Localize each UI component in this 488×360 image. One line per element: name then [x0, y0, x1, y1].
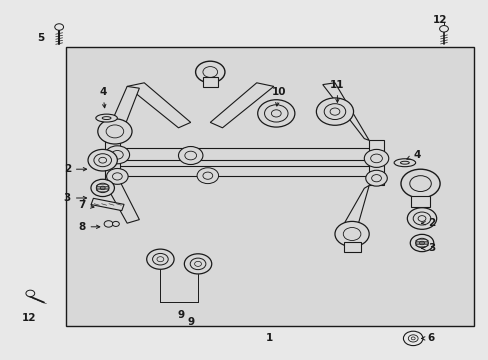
Text: 1: 1 [265, 333, 272, 343]
Ellipse shape [102, 117, 111, 120]
Polygon shape [105, 137, 120, 184]
Circle shape [190, 258, 205, 270]
Circle shape [271, 110, 281, 117]
Text: 10: 10 [271, 87, 285, 106]
Circle shape [88, 149, 117, 171]
Circle shape [412, 212, 430, 225]
Polygon shape [127, 83, 190, 128]
Circle shape [407, 208, 436, 229]
Bar [203, 77, 217, 87]
Circle shape [419, 241, 424, 245]
Circle shape [370, 154, 382, 163]
Circle shape [152, 253, 168, 265]
Circle shape [184, 254, 211, 274]
Circle shape [96, 183, 109, 193]
Text: 12: 12 [22, 313, 37, 323]
Circle shape [403, 331, 422, 346]
Text: 2: 2 [421, 218, 434, 228]
Text: 8: 8 [78, 222, 100, 232]
Circle shape [365, 170, 386, 186]
Polygon shape [342, 185, 368, 229]
Ellipse shape [393, 159, 415, 167]
Circle shape [111, 150, 123, 159]
Text: 9: 9 [177, 310, 184, 320]
Bar [91, 198, 124, 211]
Circle shape [417, 216, 425, 221]
Circle shape [409, 176, 430, 192]
Circle shape [439, 26, 447, 32]
Circle shape [334, 221, 368, 247]
Text: 7: 7 [78, 200, 94, 210]
Circle shape [146, 249, 174, 269]
Circle shape [184, 151, 196, 160]
Circle shape [99, 157, 106, 163]
Text: 4: 4 [99, 87, 106, 108]
Circle shape [409, 234, 433, 252]
Circle shape [364, 149, 388, 167]
Circle shape [410, 337, 414, 340]
Text: 3: 3 [421, 243, 434, 253]
Circle shape [407, 335, 417, 342]
Text: 4: 4 [406, 150, 420, 160]
Bar [410, 196, 429, 207]
Polygon shape [322, 83, 368, 140]
Ellipse shape [400, 161, 408, 164]
Circle shape [178, 147, 203, 165]
Circle shape [316, 98, 353, 125]
Circle shape [264, 105, 287, 122]
Polygon shape [107, 148, 381, 160]
Bar [343, 242, 360, 252]
Circle shape [55, 24, 63, 30]
Polygon shape [105, 86, 139, 139]
Circle shape [329, 108, 339, 115]
Circle shape [106, 168, 128, 184]
Circle shape [324, 104, 345, 120]
Circle shape [194, 261, 201, 266]
Text: 11: 11 [329, 80, 344, 102]
Circle shape [203, 67, 217, 77]
Text: 12: 12 [432, 15, 447, 25]
Circle shape [257, 100, 294, 127]
Polygon shape [210, 83, 273, 128]
Circle shape [112, 221, 119, 226]
Circle shape [112, 173, 122, 180]
Circle shape [400, 169, 439, 198]
Circle shape [415, 238, 427, 248]
Polygon shape [368, 140, 383, 185]
Circle shape [203, 172, 212, 179]
Circle shape [91, 179, 114, 197]
Text: 3: 3 [63, 193, 86, 203]
Circle shape [195, 61, 224, 83]
Circle shape [26, 290, 35, 297]
Polygon shape [117, 166, 371, 176]
Text: 5: 5 [37, 33, 44, 43]
Circle shape [100, 186, 105, 190]
Circle shape [98, 119, 132, 144]
Text: 2: 2 [63, 164, 86, 174]
Circle shape [105, 146, 129, 164]
Bar [66, 47, 473, 326]
Polygon shape [105, 181, 139, 223]
Circle shape [104, 221, 113, 227]
Circle shape [106, 125, 123, 138]
Circle shape [94, 154, 111, 167]
Text: 6: 6 [421, 333, 434, 343]
Circle shape [343, 228, 360, 240]
Ellipse shape [96, 114, 117, 122]
Circle shape [197, 168, 218, 184]
Text: 9: 9 [187, 317, 194, 327]
Circle shape [371, 175, 381, 182]
Circle shape [157, 257, 163, 262]
